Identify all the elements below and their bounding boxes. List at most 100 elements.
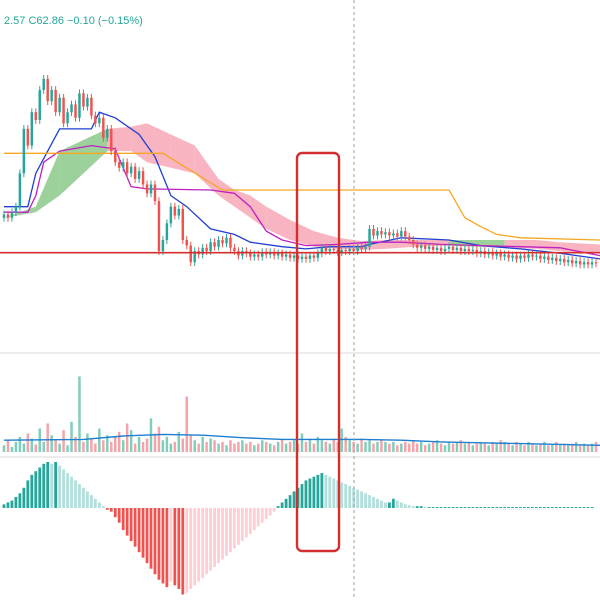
oscillator-bar (97, 502, 101, 508)
candle-body (233, 247, 236, 252)
oscillator-bar (423, 507, 427, 508)
oscillator-bar (276, 506, 280, 508)
candle-body (189, 245, 192, 263)
oscillator-bar (213, 508, 216, 567)
volume-bar (165, 436, 169, 452)
candle-body (221, 240, 224, 244)
candle-body (324, 247, 328, 252)
volume-bar (90, 438, 93, 452)
pane-separators (0, 352, 600, 458)
volume-bar (443, 445, 447, 452)
oscillator-bar (376, 498, 379, 508)
candle-body (408, 236, 411, 240)
oscillator-bar (50, 463, 54, 508)
candle-body (578, 261, 582, 265)
cloud-segment (147, 123, 171, 168)
candle-body (495, 253, 498, 256)
volume-bar (400, 443, 403, 452)
oscillator-bar (54, 462, 58, 508)
candle-body (90, 97, 93, 116)
oscillator-bar (205, 508, 209, 575)
candle-body (352, 248, 355, 252)
volume-bar (519, 443, 522, 452)
volume-bar (58, 443, 61, 452)
oscillator-bar (18, 493, 22, 508)
oscillator-bar (368, 495, 371, 508)
oscillator-bar (459, 507, 463, 508)
volume-bar (491, 441, 494, 452)
volume-bar (62, 430, 65, 452)
oscillator-bar (300, 484, 304, 508)
volume-bar (531, 443, 534, 452)
candle-body (129, 166, 133, 174)
volume-bar (205, 441, 208, 452)
oscillator-bar (491, 507, 495, 508)
oscillator-bar (451, 507, 455, 508)
volume-bar (312, 443, 316, 452)
oscillator-bar (380, 500, 383, 508)
candle-body (62, 97, 65, 124)
candle-body (360, 246, 363, 249)
oscillator-bar (34, 471, 38, 508)
volume-bar (523, 445, 526, 452)
oscillator-bar (233, 508, 236, 549)
oscillator-bar (10, 500, 14, 508)
volume-bar (368, 440, 371, 452)
volume-bar (177, 431, 181, 452)
volume-bar (133, 443, 137, 452)
candle-body (471, 250, 475, 252)
oscillator-bar (578, 507, 582, 508)
candle-body (543, 256, 546, 259)
oscillator-bar (471, 507, 475, 508)
candle-body (141, 171, 145, 185)
candle-body (491, 252, 494, 256)
candle-body (261, 252, 264, 257)
volume-bar (570, 443, 574, 452)
volume-bar (54, 440, 57, 452)
candle-body (2, 214, 6, 218)
oscillator-bar (531, 507, 534, 508)
oscillator-bar (356, 489, 360, 508)
volume-bar (427, 443, 431, 452)
candle-body (114, 151, 117, 163)
candle-body (253, 254, 256, 257)
oscillator-bar (272, 508, 276, 512)
volume-bar (415, 443, 419, 452)
candle-body (46, 78, 49, 102)
volume-bar (562, 443, 566, 452)
volume-bar (50, 435, 53, 452)
oscillator-bar (240, 508, 244, 542)
volume-bar (10, 446, 14, 452)
oscillator-bar (538, 507, 542, 508)
candle-body (34, 112, 38, 120)
volume-bar (423, 445, 427, 452)
volume-bar (340, 428, 343, 452)
oscillator-bar (86, 491, 89, 508)
candle-body (396, 233, 399, 237)
candle-body (392, 233, 395, 236)
oscillator-bar (348, 485, 352, 508)
oscillator-bar (352, 487, 356, 508)
volume-bar (46, 423, 49, 452)
volume-bar (106, 435, 109, 452)
oscillator-bar (328, 476, 332, 508)
volume-bar (559, 445, 562, 452)
volume-bar (380, 440, 383, 452)
candle-body (412, 240, 415, 245)
oscillator-bar (141, 508, 145, 558)
volume-bar (324, 441, 328, 452)
cloud-segment (35, 151, 60, 213)
oscillator-bar (248, 508, 252, 534)
volume-bar (217, 443, 220, 452)
oscillator-bar (511, 507, 514, 508)
volume-bar (555, 441, 558, 452)
oscillator-bar (137, 508, 141, 553)
oscillator-bar (82, 487, 85, 508)
oscillator-bar (244, 508, 248, 538)
candle-body (328, 248, 332, 252)
volume-bar (539, 443, 542, 452)
volume-bar (527, 441, 530, 452)
cloud-segment (266, 206, 291, 240)
oscillator-bar (62, 469, 65, 508)
